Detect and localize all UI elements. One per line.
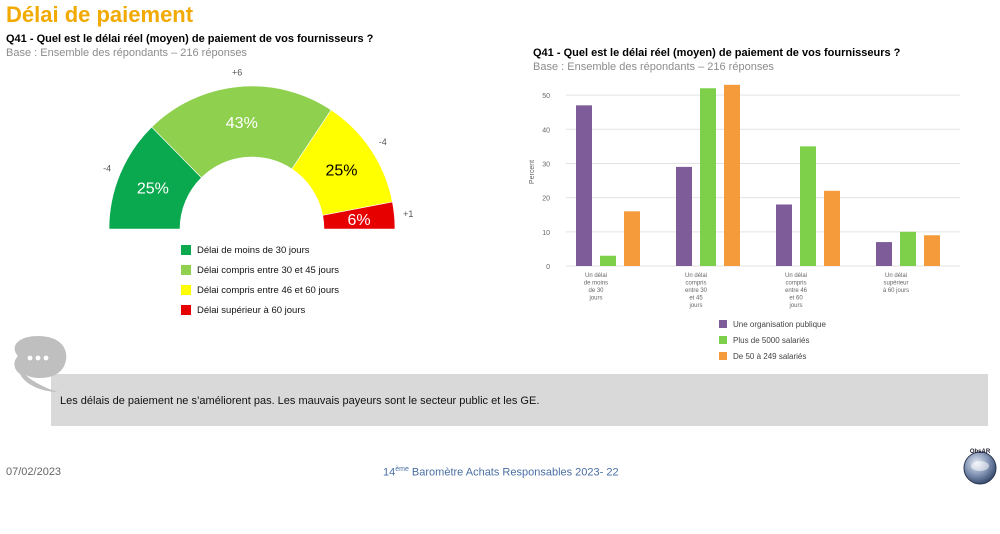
footer-rest: Baromètre Achats Responsables 2023- 22 [408, 466, 619, 479]
bar [776, 204, 792, 266]
bar-legend-item: De 50 à 249 salariés [719, 350, 806, 362]
y-tick-label: 30 [542, 161, 550, 168]
x-tick-label: jours [588, 296, 602, 302]
gauge-legend-item: Délai de moins de 30 jours [181, 243, 309, 257]
y-tick-label: 20 [542, 196, 550, 203]
obsar-logo: ObsAR [963, 449, 997, 485]
legend-label: Délai compris entre 30 et 45 jours [197, 264, 340, 276]
legend-swatch [719, 336, 727, 344]
legend-label: De 50 à 249 salariés [733, 351, 807, 361]
x-tick-label: Un délai [685, 273, 707, 279]
x-tick-label: et 45 [689, 296, 703, 302]
gauge-legend-item: Délai supérieur à 60 jours [181, 303, 305, 317]
speech-bubble-icon [14, 336, 67, 392]
x-tick-label: supérieur [883, 281, 908, 287]
legend-label: Délai compris entre 46 et 60 jours [197, 284, 340, 296]
bar [676, 166, 692, 266]
x-tick-label: Un délai [585, 273, 607, 279]
comment-box [51, 374, 988, 426]
gauge-delta-label: +1 [403, 209, 413, 219]
legend-swatch [719, 352, 727, 360]
gauge-value-label: 25% [137, 180, 169, 197]
left-base: Base : Ensemble des répondants – 216 rép… [6, 47, 247, 59]
x-tick-label: entre 46 [785, 288, 808, 294]
legend-label: Délai de moins de 30 jours [197, 244, 310, 256]
legend-swatch [181, 305, 191, 315]
footer-date: 07/02/2023 [6, 466, 62, 478]
legend-label: Une organisation publique [733, 319, 826, 329]
bar [724, 84, 740, 266]
x-tick-label: compris [685, 281, 706, 287]
bar [624, 211, 640, 266]
x-tick-label: de moins [584, 281, 608, 287]
gauge-legend-item: Délai compris entre 46 et 60 jours [181, 283, 339, 297]
legend-label: Plus de 5000 salariés [733, 335, 810, 345]
x-tick-label: Un délai [785, 273, 807, 279]
bar [900, 231, 916, 266]
x-tick-label: compris [785, 281, 806, 287]
right-base: Base : Ensemble des répondants – 216 rép… [533, 61, 774, 73]
bar [800, 146, 816, 266]
bar [924, 235, 940, 266]
footer-title: 14ème Baromètre Achats Responsables 2023… [383, 466, 619, 479]
x-tick-label: à 60 jours [883, 288, 909, 294]
footer-sup: ème [395, 466, 409, 473]
gauge-slice [322, 201, 396, 230]
gauge-chart: 25% -4 43% +6 25% -4 6% +1 [103, 68, 413, 230]
legend-swatch [719, 320, 727, 328]
bar [600, 255, 616, 266]
x-tick-label: jours [788, 303, 802, 309]
bar [824, 190, 840, 266]
right-question: Q41 - Quel est le délai réel (moyen) de … [533, 47, 901, 59]
gauge-delta-label: -4 [379, 137, 387, 147]
y-tick-label: 40 [542, 127, 550, 134]
gauge-value-label: 6% [347, 212, 370, 229]
logo-text: ObsAR [970, 449, 991, 455]
bar-legend-item: Plus de 5000 salariés [719, 334, 810, 346]
y-axis-label: Percent [529, 160, 536, 184]
legend-swatch [181, 265, 191, 275]
y-tick-label: 0 [546, 264, 550, 271]
x-tick-label: entre 30 [685, 288, 708, 294]
gauge-slice [151, 85, 332, 179]
y-tick-label: 50 [542, 93, 550, 100]
legend-swatch [181, 285, 191, 295]
page-title: Délai de paiement [6, 2, 194, 27]
gauge-value-label: 25% [325, 162, 357, 179]
gauge-delta-label: -4 [103, 163, 111, 173]
bar [876, 242, 892, 266]
left-question: Q41 - Quel est le délai réel (moyen) de … [6, 33, 374, 45]
x-tick-label: de 30 [588, 288, 604, 294]
x-tick-label: Un délai [885, 273, 907, 279]
bar [576, 105, 592, 266]
gauge-value-label: 43% [226, 115, 258, 132]
comment-text: Les délais de paiement ne s’améliorent p… [60, 395, 540, 407]
gauge-delta-label: +6 [232, 68, 242, 78]
legend-label: Délai supérieur à 60 jours [197, 304, 306, 316]
bar [700, 88, 716, 266]
footer-num: 14 [383, 466, 396, 479]
x-tick-label: et 60 [789, 296, 803, 302]
bar-legend-item: Une organisation publique [719, 318, 826, 330]
gauge-legend-item: Délai compris entre 30 et 45 jours [181, 263, 339, 277]
x-tick-label: jours [688, 303, 702, 309]
y-tick-label: 10 [542, 230, 550, 237]
legend-swatch [181, 245, 191, 255]
